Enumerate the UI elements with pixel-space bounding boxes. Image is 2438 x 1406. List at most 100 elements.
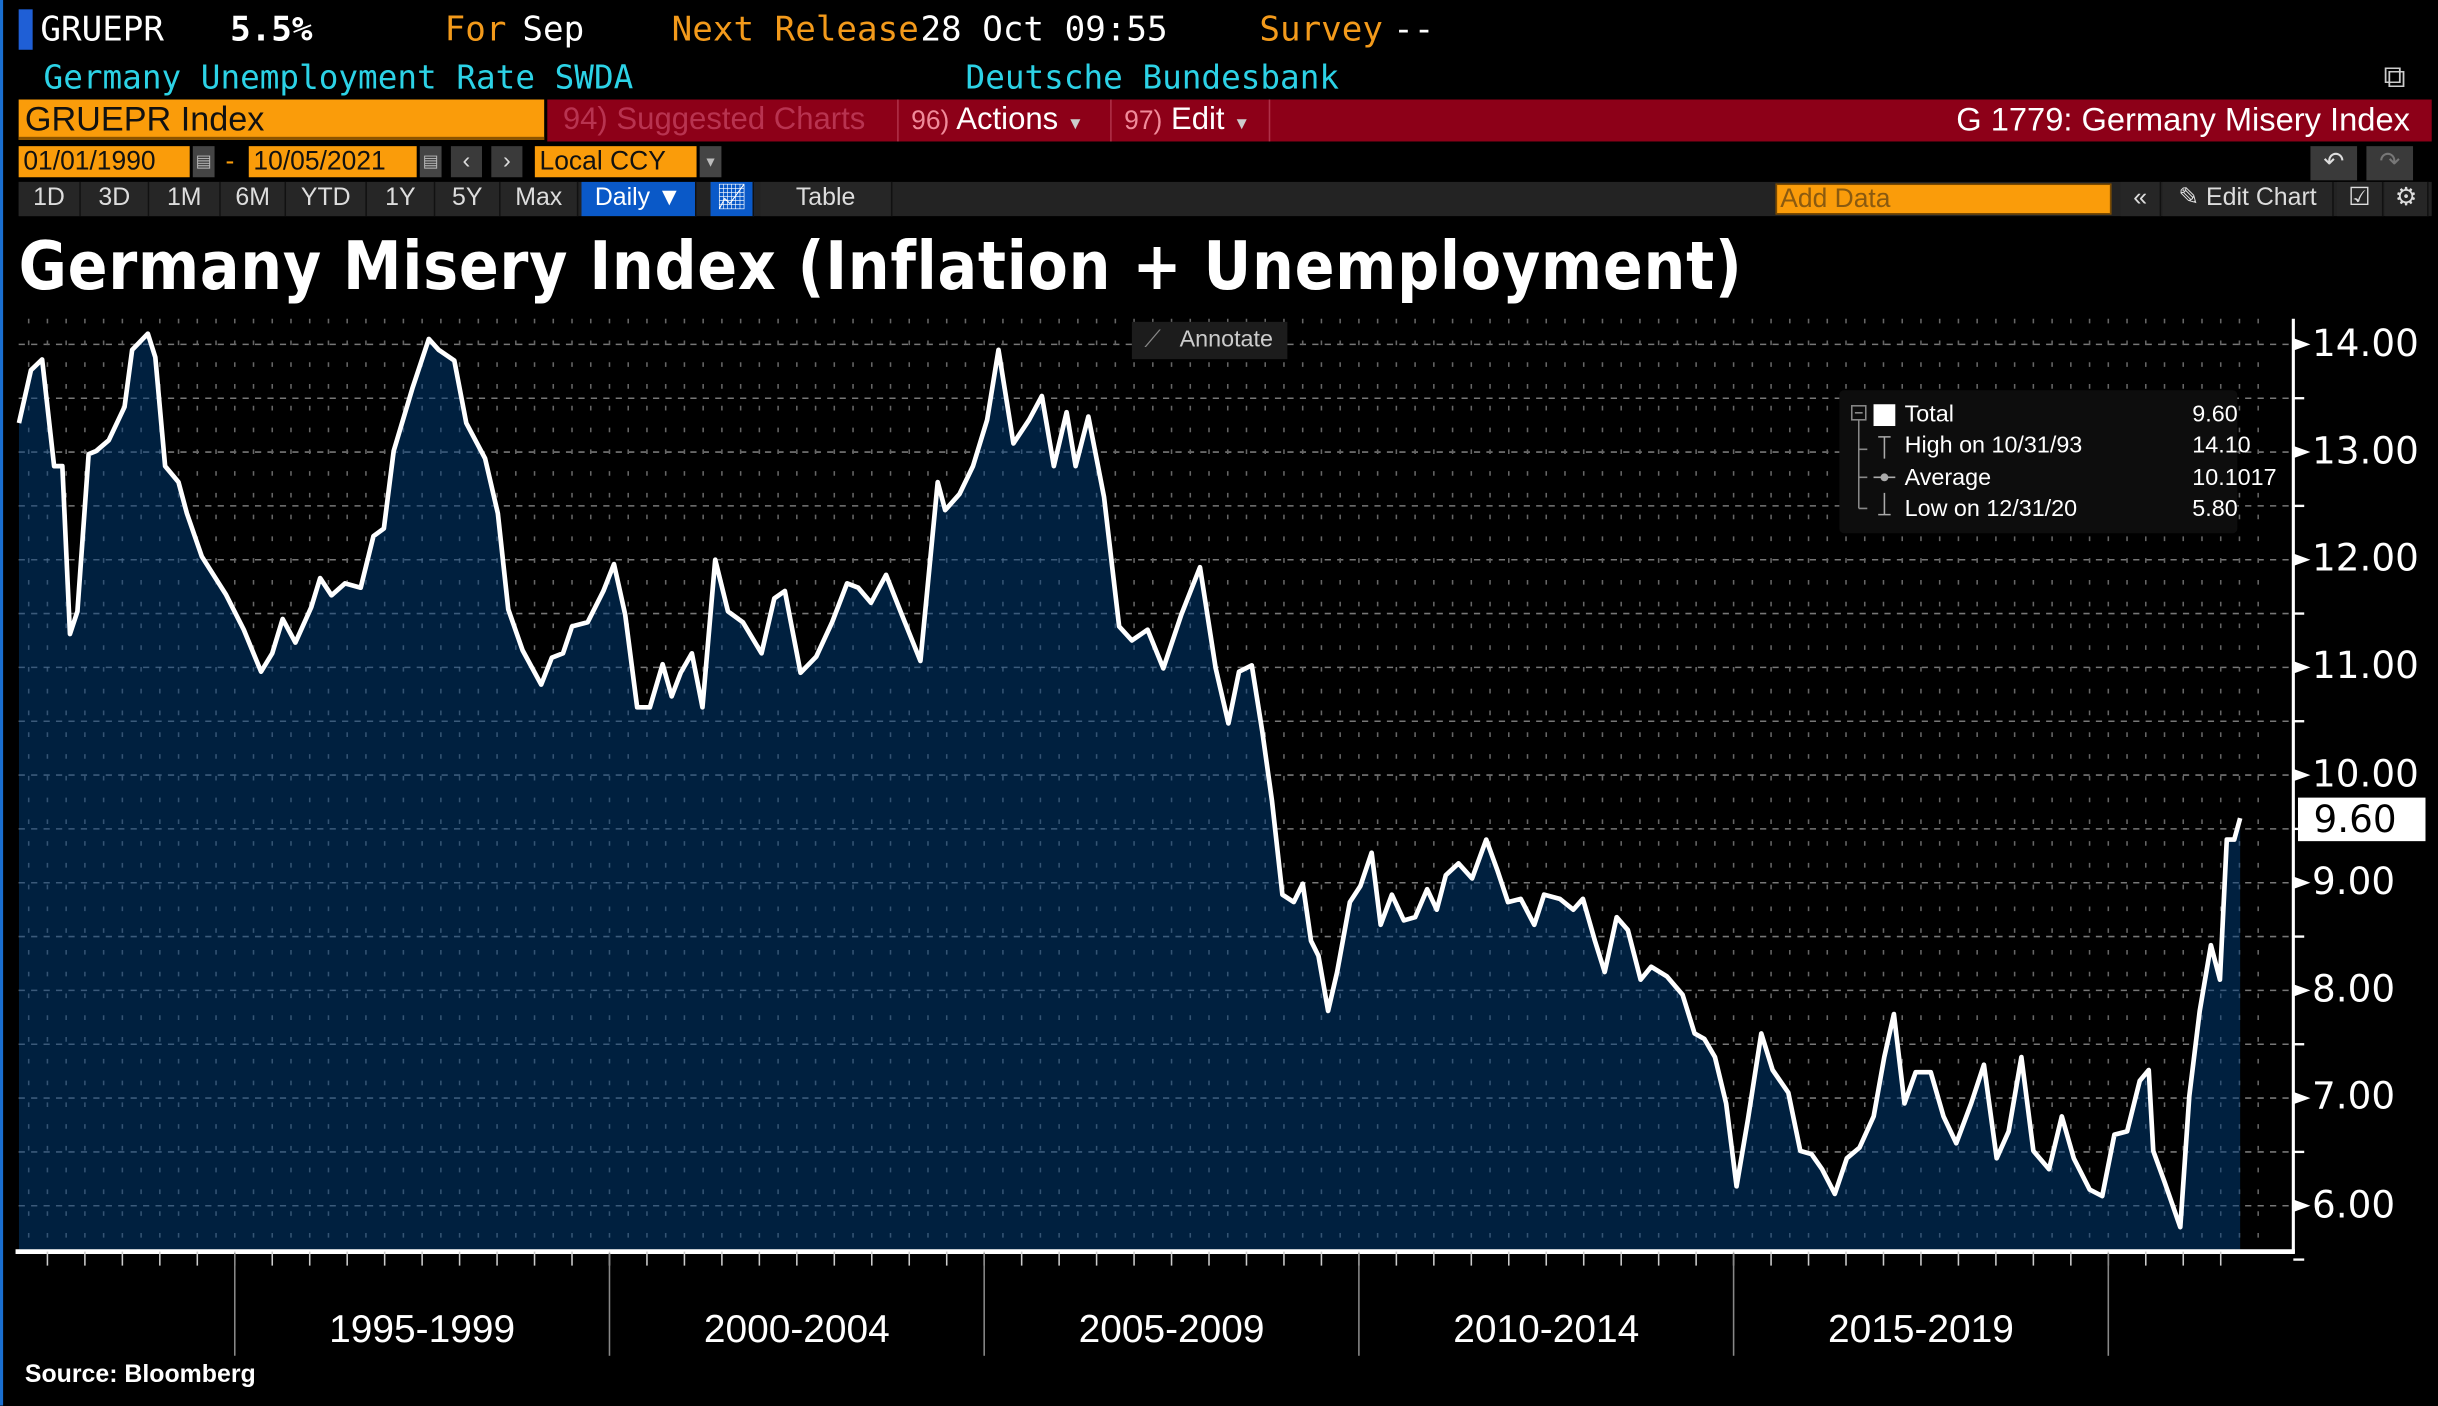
y-tick-label: 12.00 — [2311, 536, 2419, 580]
legend: Total 9.60 High on 10/31/93 14.10 Average 1… — [1839, 390, 2277, 534]
y-tick — [2293, 1199, 2311, 1212]
suggested-charts-label: Suggested Charts — [616, 102, 866, 137]
for-label: For — [444, 10, 507, 50]
legend-average-label: Average — [1904, 464, 1992, 492]
survey-label: Survey — [1259, 10, 1383, 50]
legend-low-value: 5.80 — [2192, 495, 2238, 523]
range-ytd-button[interactable]: YTD — [286, 181, 367, 217]
range-1d-button[interactable]: 1D — [18, 181, 81, 217]
annotate-button[interactable]: ⟋ Annotate — [1131, 321, 1288, 360]
legend-average: Average 10.1017 — [1904, 463, 2277, 494]
y-tick — [2293, 661, 2311, 674]
y-tick — [2293, 553, 2311, 566]
collapse-double-chevron-icon[interactable]: « — [2120, 181, 2162, 217]
redo-icon[interactable]: ↷ — [2366, 146, 2414, 181]
legend-total-value: 9.60 — [2192, 401, 2238, 428]
legend-total-label: Total — [1904, 401, 1954, 428]
edit-chart-button[interactable]: ✎ Edit Chart — [2162, 181, 2334, 217]
security-input[interactable]: GRUEPR Index — [18, 99, 545, 140]
checklist-icon[interactable]: ☑ — [2336, 181, 2384, 217]
legend-high-value: 14.10 — [2192, 432, 2251, 459]
x-period-label: 2010-2014 — [1453, 1307, 1640, 1352]
range-1m-button[interactable]: 1M — [149, 181, 221, 217]
actions-menu-button[interactable]: 96) Actions ▼ — [902, 99, 1112, 142]
range-6m-button[interactable]: 6M — [220, 181, 287, 217]
security-color-marker — [18, 9, 33, 50]
edit-number: 97) — [1124, 105, 1163, 136]
y-tick-label: 9.00 — [2311, 859, 2396, 903]
actions-number: 96) — [911, 105, 950, 136]
line-chart-icon[interactable]: 📈︎ — [710, 181, 755, 217]
series-area-total — [18, 333, 2241, 1251]
chart-id-title: G 1779: Germany Misery Index — [1956, 102, 2410, 139]
ticker: GRUEPR — [40, 10, 165, 50]
annotate-pencil-icon: ⟋ — [1144, 326, 1161, 353]
chart-title: Germany Misery Index (Inflation + Unempl… — [18, 228, 1743, 307]
edit-chart-label: Edit Chart — [2206, 185, 2317, 212]
y-tick-label: 14.00 — [2311, 321, 2419, 365]
range-5y-button[interactable]: 5Y — [435, 181, 501, 217]
last-value-label: 9.60 — [2297, 797, 2426, 842]
date-separator: - — [225, 146, 235, 176]
annotate-label: Annotate — [1179, 326, 1273, 353]
add-data-input[interactable]: Add Data — [1775, 183, 2112, 215]
frequency-dropdown[interactable]: Daily ▼ — [581, 181, 697, 217]
caret-down-icon: ▼ — [1066, 115, 1084, 134]
edit-menu-button[interactable]: 97) Edit ▼ — [1115, 99, 1271, 142]
legend-tree-icon — [1850, 404, 1896, 516]
caret-down-icon: ▼ — [1233, 115, 1251, 134]
series-line-total — [16, 331, 2243, 1230]
suggested-charts-button[interactable]: 94) Suggested Charts — [554, 99, 899, 142]
legend-low-label: Low on 12/31/20 — [1904, 495, 2078, 523]
calendar-icon[interactable]: ▤ — [192, 146, 215, 178]
legend-average-value: 10.1017 — [2192, 464, 2277, 492]
end-date-input[interactable]: 10/05/2021 — [248, 146, 417, 178]
y-tick — [2293, 984, 2311, 997]
y-tick-label: 10.00 — [2311, 751, 2419, 796]
last-value: 5.5% — [230, 10, 313, 50]
currency-select[interactable]: Local CCY — [534, 146, 697, 178]
calendar-icon[interactable]: ▤ — [419, 146, 442, 178]
y-tick-label: 11.00 — [2311, 644, 2419, 688]
range-3d-button[interactable]: 3D — [80, 181, 150, 217]
window-edge — [0, 0, 4, 1406]
chevron-right-icon[interactable]: › — [491, 146, 523, 178]
pencil-icon: ✎ — [2178, 185, 2200, 212]
x-axis-ticks — [46, 1251, 2222, 1266]
legend-high: High on 10/31/93 14.10 — [1904, 431, 2251, 462]
legend-low: Low on 12/31/20 5.80 — [1904, 494, 2238, 525]
chevron-left-icon[interactable]: ‹ — [450, 146, 482, 178]
y-tick — [2293, 768, 2311, 782]
source-footnote: Source: Bloomberg — [24, 1362, 256, 1389]
range-1y-button[interactable]: 1Y — [366, 181, 436, 217]
period-separators — [233, 1253, 2110, 1356]
x-period-label: 1995-1999 — [329, 1307, 516, 1352]
data-source-name: Deutsche Bundesbank — [965, 59, 1340, 97]
table-button[interactable]: Table — [760, 181, 893, 217]
gear-icon[interactable]: ⚙ — [2385, 181, 2429, 217]
popout-window-icon[interactable]: ⧉ — [2383, 60, 2406, 95]
total-swatch — [1873, 404, 1896, 427]
legend-high-label: High on 10/31/93 — [1904, 432, 2083, 459]
y-tick — [2293, 876, 2311, 889]
start-date-input[interactable]: 01/01/1990 — [18, 146, 190, 178]
legend-total[interactable]: Total 9.60 — [1904, 400, 2238, 431]
x-period-label: 2005-2009 — [1078, 1307, 1265, 1352]
undo-icon[interactable]: ↶ — [2310, 146, 2358, 181]
for-period: Sep — [522, 10, 585, 50]
range-max-button[interactable]: Max — [500, 181, 579, 217]
security-description: Germany Unemployment Rate SWDA — [43, 59, 634, 97]
y-tick-label: 8.00 — [2311, 967, 2396, 1011]
y-tick — [2293, 1091, 2311, 1105]
survey-value: -- — [1393, 10, 1435, 50]
y-tick — [2293, 445, 2311, 459]
command-bar — [547, 99, 2432, 142]
x-period-label: 2000-2004 — [703, 1307, 890, 1352]
suggested-charts-number: 94) — [562, 102, 608, 137]
y-tick-label: 13.00 — [2311, 428, 2419, 473]
actions-label: Actions — [956, 102, 1059, 137]
currency-dropdown-icon[interactable]: ▼ — [699, 146, 722, 178]
y-tick-label: 7.00 — [2311, 1074, 2396, 1119]
